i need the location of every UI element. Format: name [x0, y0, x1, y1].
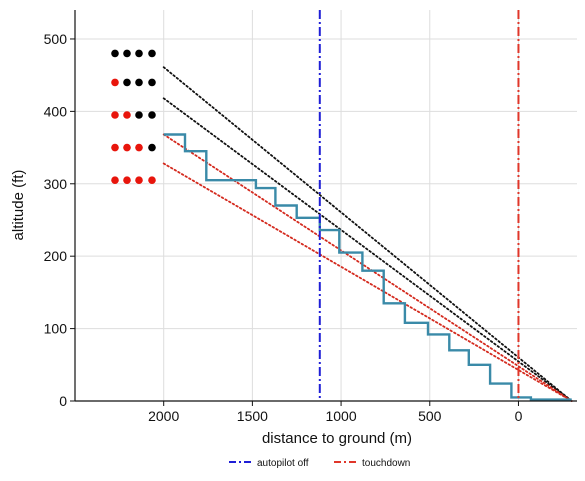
- reference-lines: [318, 10, 520, 401]
- indicator-dot-0-1: [123, 49, 131, 58]
- indicator-dot-3-1: [123, 143, 131, 152]
- y-tick-label-2: 200: [44, 248, 68, 264]
- y-axis-label: altitude (ft): [10, 170, 27, 241]
- indicator-dot-2-3: [148, 111, 156, 119]
- indicator-dot-3-2: [135, 143, 143, 152]
- x-tick-label-3: 500: [418, 408, 442, 424]
- guide-line-2: [162, 97, 573, 402]
- y-tick-label-5: 500: [44, 31, 68, 47]
- x-tick-label-2: 1000: [325, 408, 356, 424]
- altitude-profile: [163, 133, 572, 401]
- legend-label-autopilot-off: autopilot off: [257, 458, 309, 469]
- indicator-dot-3-3: [148, 143, 156, 152]
- indicator-dot-4-0: [111, 176, 119, 184]
- indicator-dots: [111, 49, 156, 184]
- y-tick-label-3: 300: [44, 176, 68, 192]
- indicator-dot-0-2: [135, 49, 143, 58]
- guide-line-1: [162, 66, 573, 402]
- indicator-dot-0-3: [148, 49, 156, 58]
- x-tick-label-1: 1500: [237, 408, 268, 424]
- indicator-dot-2-1: [123, 111, 131, 119]
- indicator-dot-3-0: [111, 143, 119, 152]
- x-tick-labels: 2000 1500 1000 500 0: [148, 408, 522, 424]
- x-axis-label: distance to ground (m): [262, 430, 412, 447]
- x-tick-label-4: 0: [515, 408, 523, 424]
- indicator-dot-2-2: [135, 111, 143, 119]
- legend-label-touchdown: touchdown: [362, 458, 410, 469]
- y-tick-labels: 0 100 200 300 400 500: [44, 31, 68, 409]
- indicator-dot-4-2: [135, 176, 143, 184]
- y-tick-label-4: 400: [44, 103, 68, 119]
- guide-line-4: [162, 162, 573, 402]
- grid: [75, 10, 577, 401]
- profile-line: [163, 133, 572, 401]
- guide-lines: [162, 66, 573, 402]
- indicator-dot-1-1: [123, 78, 131, 87]
- guide-line-3: [162, 133, 573, 402]
- axes: [70, 10, 577, 406]
- indicator-dot-1-2: [135, 78, 143, 87]
- legend: autopilot off touchdown: [229, 458, 410, 469]
- indicator-dot-0-0: [111, 49, 119, 58]
- y-tick-label-1: 100: [44, 321, 68, 337]
- indicator-dot-4-3: [148, 176, 156, 184]
- indicator-dot-1-3: [148, 78, 156, 87]
- indicator-dot-4-1: [123, 176, 131, 184]
- indicator-dot-2-0: [111, 111, 119, 119]
- y-tick-label-0: 0: [59, 393, 67, 409]
- x-tick-label-0: 2000: [148, 408, 179, 424]
- indicator-dot-1-0: [111, 78, 119, 87]
